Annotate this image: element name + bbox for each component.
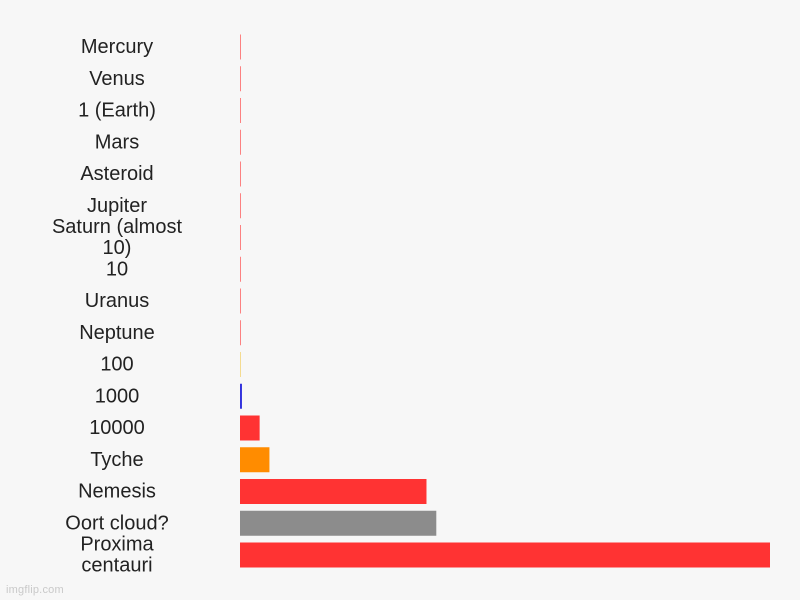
bar xyxy=(240,352,241,377)
category-label: Tyche xyxy=(90,449,143,471)
bar xyxy=(240,98,241,123)
category-label: Mercury xyxy=(81,36,153,58)
category-label: 10 xyxy=(106,258,128,280)
category-label: Uranus xyxy=(85,290,149,312)
category-label: Saturn (almost 10) xyxy=(52,216,182,259)
bar xyxy=(240,415,260,441)
category-label: Mars xyxy=(95,131,139,153)
bar xyxy=(240,225,241,250)
category-label: 100 xyxy=(100,354,133,376)
watermark: imgflip.com xyxy=(6,584,64,596)
bar xyxy=(240,193,241,219)
category-label: Asteroid xyxy=(80,163,153,185)
category-label: 1000 xyxy=(95,385,140,407)
bar xyxy=(240,447,270,473)
category-label: Venus xyxy=(89,68,145,90)
bar xyxy=(240,542,770,568)
bar xyxy=(240,320,241,346)
category-label: Oort cloud? xyxy=(65,512,168,534)
bar xyxy=(240,256,241,282)
bar xyxy=(240,288,241,314)
bar xyxy=(240,479,427,504)
category-label: Proxima centauri xyxy=(80,534,154,577)
bar xyxy=(240,383,242,409)
category-label: Jupiter xyxy=(87,195,147,217)
bar xyxy=(240,66,241,92)
category-label: Neptune xyxy=(79,322,155,344)
bar xyxy=(240,161,241,187)
bar xyxy=(240,129,241,155)
category-label: Nemesis xyxy=(78,481,156,503)
bar xyxy=(240,510,437,536)
category-label: 1 (Earth) xyxy=(78,100,156,122)
bar xyxy=(240,34,241,60)
category-label: 10000 xyxy=(89,417,145,439)
